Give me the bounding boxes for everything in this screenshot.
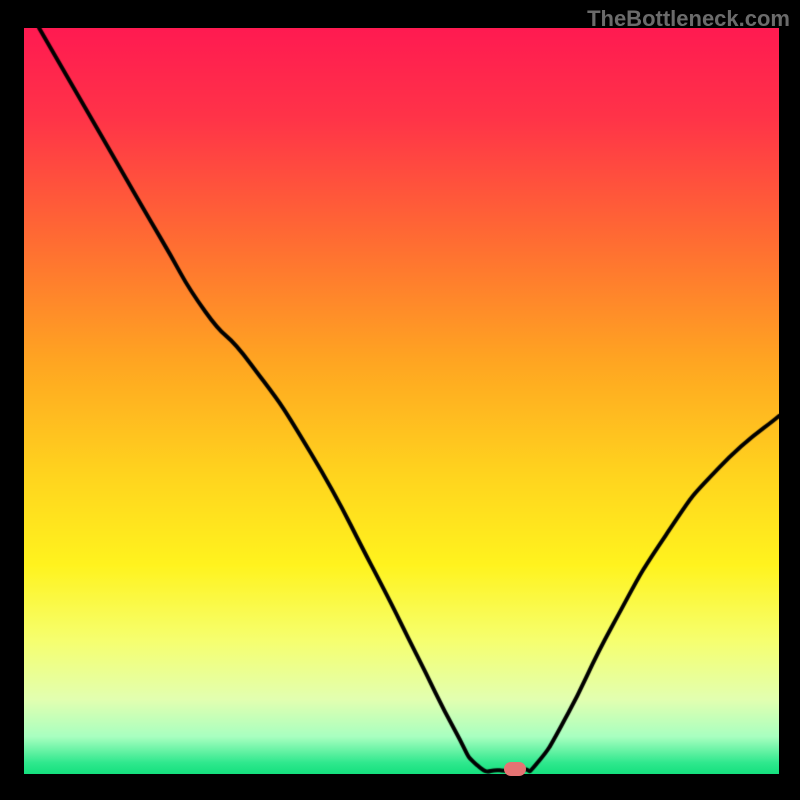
- optimal-point-marker: [504, 762, 526, 776]
- bottleneck-curve: [24, 28, 779, 774]
- watermark-text: TheBottleneck.com: [587, 6, 790, 32]
- chart-plot-area: [24, 28, 779, 774]
